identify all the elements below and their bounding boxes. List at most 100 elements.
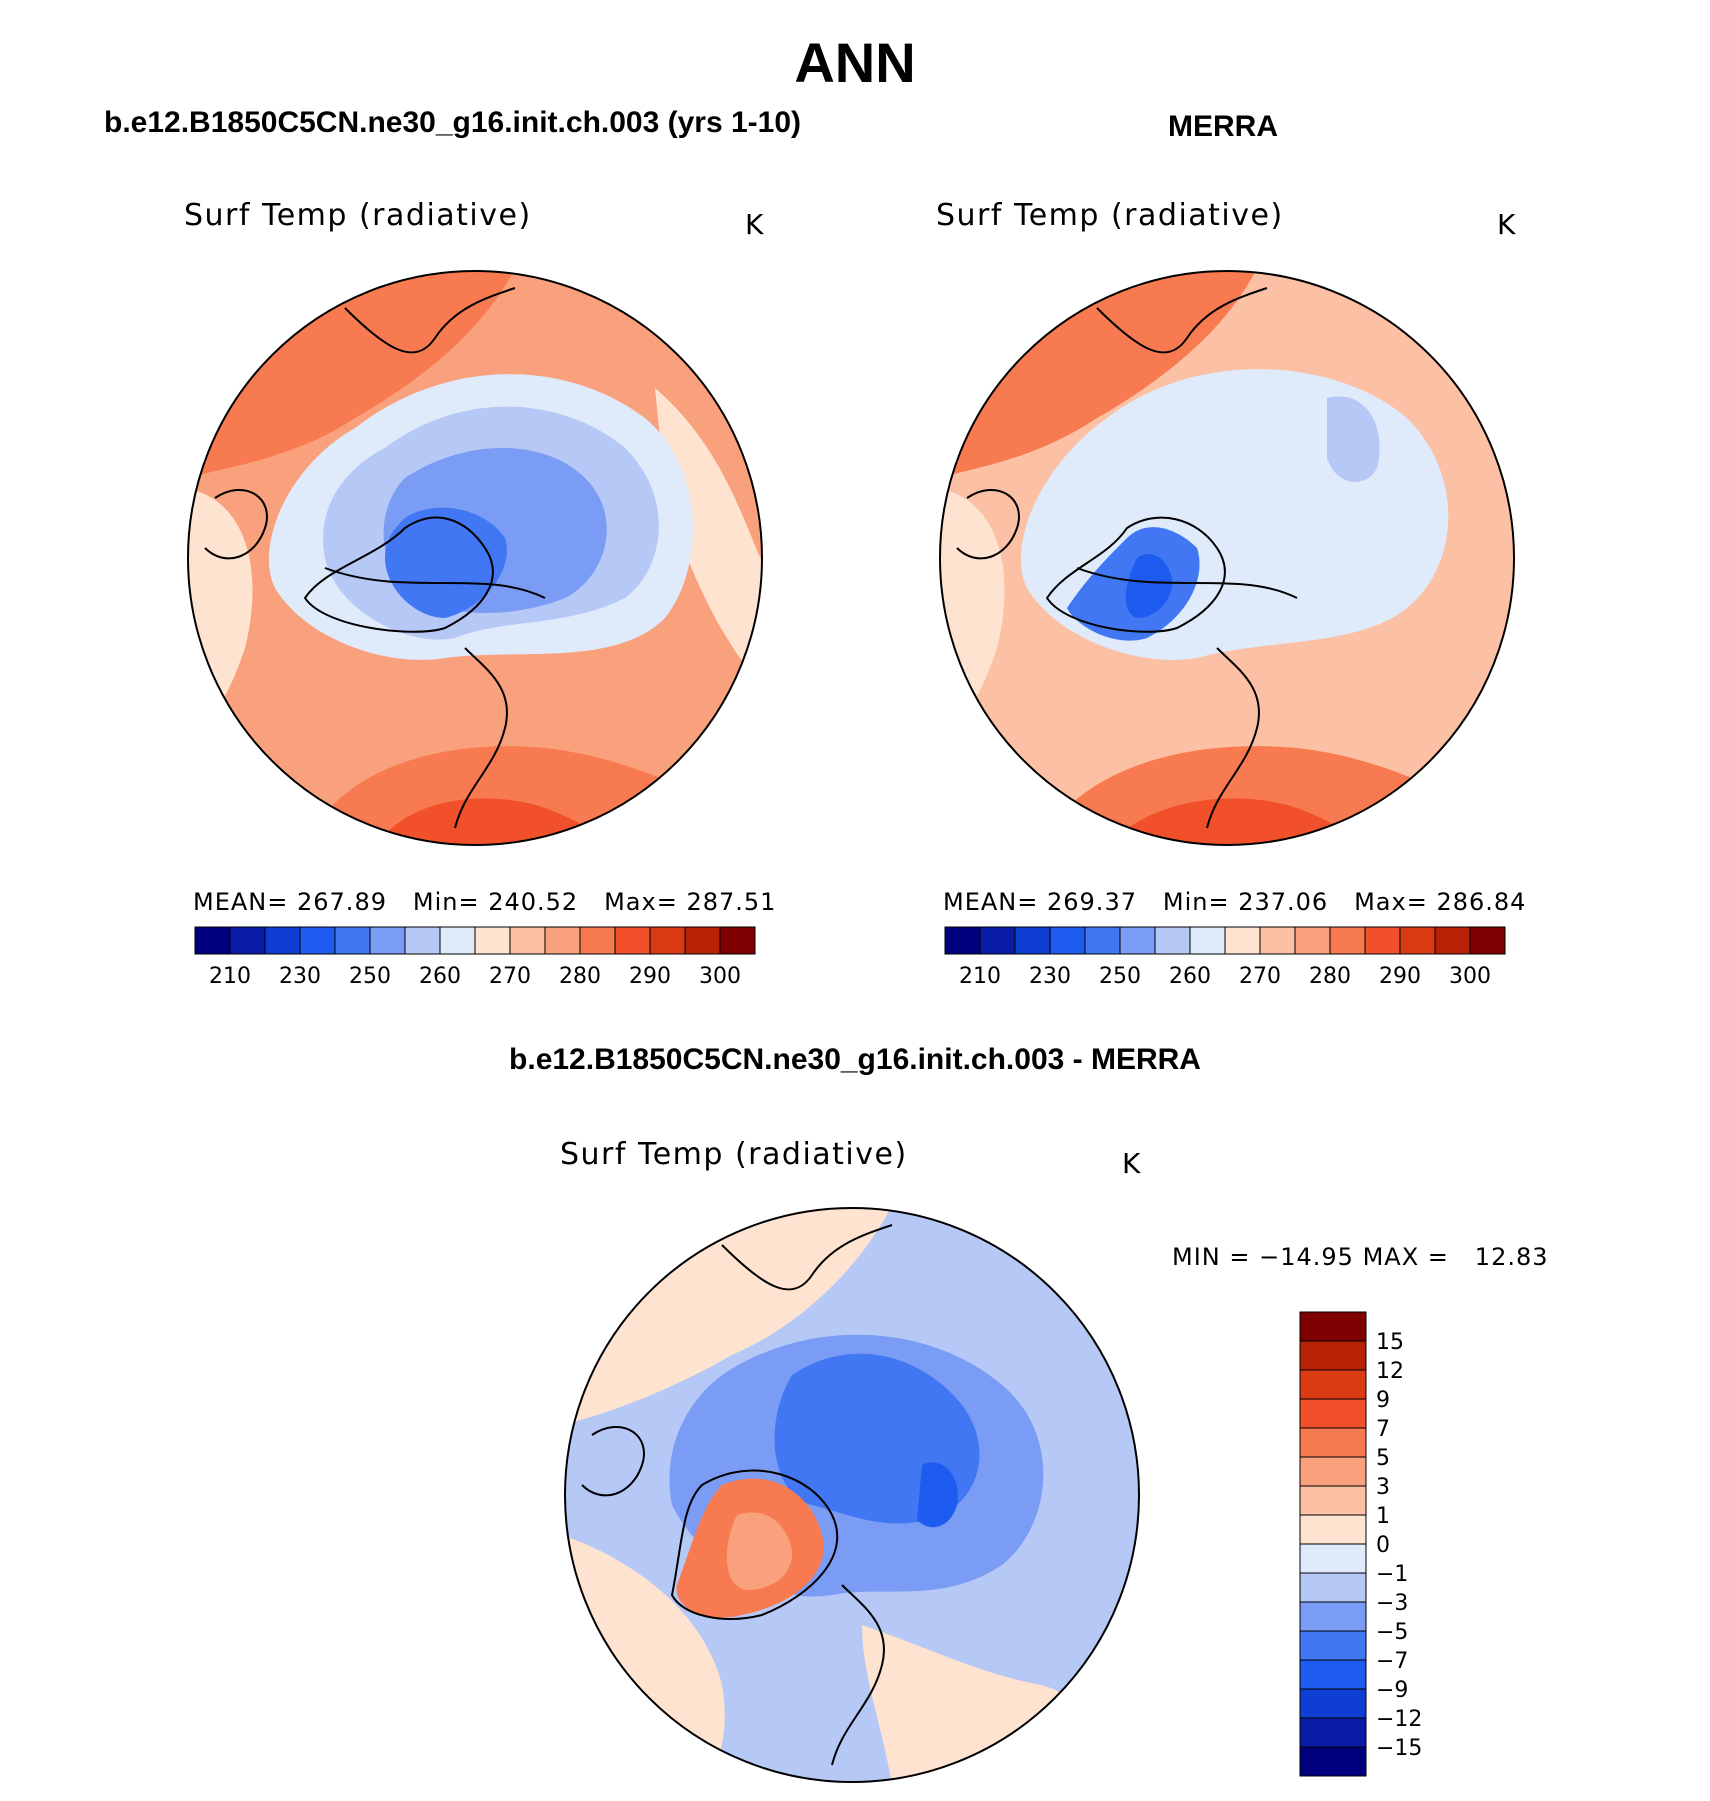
difference-colorbar-box — [1299, 1688, 1367, 1719]
difference-variable-label: Surf Temp (radiative) — [560, 1137, 908, 1172]
difference-polar-map — [564, 1207, 1140, 1783]
model-colorbar-tick-label: 270 — [489, 964, 531, 989]
model-panel-title: b.e12.B1850C5CN.ne30_g16.init.ch.003 (yr… — [104, 106, 802, 139]
obs-mean-value: 269.37 — [1047, 888, 1137, 916]
model-mean-value: 267.89 — [297, 888, 387, 916]
difference-colorbar-box — [1299, 1427, 1367, 1458]
obs-mean-label: MEAN= — [943, 888, 1039, 916]
obs-colorbar-box — [1294, 926, 1331, 955]
model-variable-label: Surf Temp (radiative) — [184, 198, 532, 233]
model-colorbar-box — [474, 926, 511, 955]
difference-colorbar-box — [1299, 1369, 1367, 1400]
obs-colorbar-box — [1189, 926, 1226, 955]
obs-colorbar-tick-label: 230 — [1029, 964, 1071, 989]
difference-colorbar-box — [1299, 1456, 1367, 1487]
model-colorbar-tick-label: 230 — [279, 964, 321, 989]
difference-colorbar-box — [1299, 1746, 1367, 1777]
obs-min-value: 237.06 — [1238, 888, 1329, 916]
obs-colorbar-box — [1259, 926, 1296, 955]
difference-colorbar-tick-label: −9 — [1376, 1678, 1408, 1703]
model-max-label: Max= — [604, 888, 678, 916]
obs-colorbar-box — [1154, 926, 1191, 955]
model-colorbar-tick-label: 290 — [629, 964, 671, 989]
difference-colorbar-box — [1299, 1340, 1367, 1371]
model-min-label: Min= — [412, 888, 480, 916]
difference-colorbar-box — [1299, 1601, 1367, 1632]
obs-colorbar: 210 230 250 260 270 280 290 300 — [944, 926, 1506, 989]
model-colorbar-box — [684, 926, 721, 955]
difference-colorbar-box — [1299, 1630, 1367, 1661]
obs-max-label: Max= — [1354, 888, 1428, 916]
difference-min-label: MIN = — [1172, 1243, 1251, 1271]
obs-colorbar-box — [1119, 926, 1156, 955]
difference-colorbar-tick-label: −5 — [1376, 1620, 1408, 1645]
difference-colorbar: 15 12 9 7 5 3 1 0 −1 −3 −5 −7 −9 −12 −15 — [1299, 1311, 1422, 1777]
difference-colorbar-box — [1299, 1717, 1367, 1748]
difference-colorbar-tick-label: 7 — [1376, 1417, 1390, 1442]
obs-colorbar-box — [1084, 926, 1121, 955]
model-colorbar-tick-label: 280 — [559, 964, 601, 989]
model-colorbar: 210 230 250 260 270 280 290 300 — [194, 926, 756, 989]
model-colorbar-box — [649, 926, 686, 955]
difference-colorbar-tick-label: −3 — [1376, 1591, 1408, 1616]
difference-colorbar-tick-label: 5 — [1376, 1446, 1390, 1471]
obs-colorbar-tick-label: 290 — [1379, 964, 1421, 989]
difference-colorbar-box — [1299, 1659, 1367, 1690]
obs-colorbar-tick-label: 260 — [1169, 964, 1211, 989]
difference-min-value: −14.95 — [1259, 1243, 1354, 1271]
model-colorbar-box — [229, 926, 266, 955]
obs-colorbar-box — [1224, 926, 1261, 955]
model-stats: MEAN= 267.89 Min= 240.52 Max= 287.51 — [193, 888, 776, 916]
obs-colorbar-tick-label: 300 — [1449, 964, 1491, 989]
obs-polar-map — [939, 270, 1515, 846]
difference-colorbar-box — [1299, 1398, 1367, 1429]
model-colorbar-box — [369, 926, 406, 955]
obs-colorbar-box — [979, 926, 1016, 955]
difference-colorbar-tick-label: 1 — [1376, 1504, 1390, 1529]
difference-colorbar-box — [1299, 1572, 1367, 1603]
model-colorbar-box — [614, 926, 651, 955]
model-colorbar-box — [299, 926, 336, 955]
model-colorbar-box — [544, 926, 581, 955]
difference-max-label: MAX = — [1362, 1243, 1449, 1271]
obs-colorbar-box — [1469, 926, 1506, 955]
obs-min-label: Min= — [1162, 888, 1230, 916]
model-colorbar-tick-label: 250 — [349, 964, 391, 989]
difference-stats: MIN = −14.95 MAX = 12.83 — [1172, 1243, 1549, 1271]
obs-colorbar-box — [1329, 926, 1366, 955]
model-colorbar-box — [194, 926, 231, 955]
obs-colorbar-box — [1364, 926, 1401, 955]
model-colorbar-tick-label: 260 — [419, 964, 461, 989]
obs-colorbar-tick-label: 280 — [1309, 964, 1351, 989]
difference-max-value: 12.83 — [1474, 1243, 1549, 1271]
model-colorbar-box — [334, 926, 371, 955]
model-colorbar-box — [264, 926, 301, 955]
model-colorbar-box — [404, 926, 441, 955]
figure-title: ANN — [794, 31, 916, 94]
model-polar-map — [187, 270, 763, 846]
difference-panel-title: b.e12.B1850C5CN.ne30_g16.init.ch.003 - M… — [509, 1043, 1201, 1076]
difference-units-label: K — [1122, 1147, 1141, 1180]
model-colorbar-tick-label: 300 — [699, 964, 741, 989]
obs-panel-title: MERRA — [1168, 110, 1278, 143]
difference-colorbar-tick-label: −15 — [1376, 1736, 1422, 1761]
obs-colorbar-box — [1434, 926, 1471, 955]
obs-colorbar-tick-label: 270 — [1239, 964, 1281, 989]
obs-colorbar-box — [1049, 926, 1086, 955]
difference-colorbar-box — [1299, 1485, 1367, 1516]
difference-colorbar-tick-label: −1 — [1376, 1562, 1408, 1587]
difference-colorbar-tick-label: 3 — [1376, 1475, 1390, 1500]
model-max-value: 287.51 — [686, 888, 777, 916]
difference-colorbar-box — [1299, 1311, 1367, 1342]
difference-colorbar-box — [1299, 1543, 1367, 1574]
difference-colorbar-tick-label: 0 — [1376, 1533, 1390, 1558]
obs-variable-label: Surf Temp (radiative) — [936, 198, 1284, 233]
model-min-value: 240.52 — [488, 888, 579, 916]
obs-colorbar-box — [1014, 926, 1051, 955]
model-colorbar-box — [439, 926, 476, 955]
obs-colorbar-box — [944, 926, 981, 955]
model-colorbar-tick-label: 210 — [209, 964, 251, 989]
difference-colorbar-tick-label: 15 — [1376, 1330, 1404, 1355]
model-colorbar-box — [509, 926, 546, 955]
obs-max-value: 286.84 — [1436, 888, 1527, 916]
